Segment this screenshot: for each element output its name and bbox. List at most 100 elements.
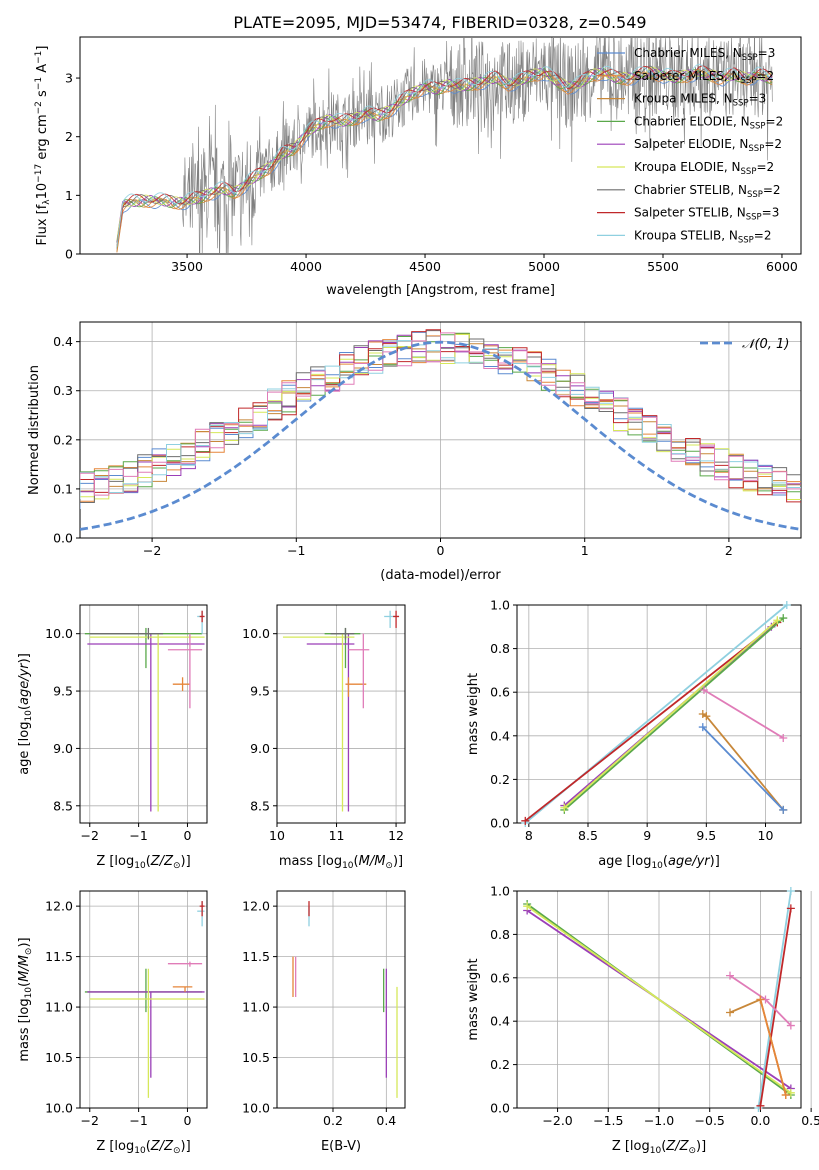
legend-entry: Kroupa MILES, NSSP=3	[634, 92, 766, 109]
x-tick-label: 9	[643, 828, 651, 843]
y-tick-label: 0.2	[53, 432, 73, 447]
histogram-step	[80, 334, 801, 494]
x-tick-label: 0	[183, 1113, 191, 1128]
x-tick-label: 0	[183, 828, 191, 843]
y-tick-label: 10.0	[242, 626, 270, 641]
y-tick-label: 8.5	[250, 798, 270, 813]
y-tick-label: 0	[65, 247, 73, 262]
y-tick-label: 0.3	[53, 383, 73, 398]
mass_vs_Z-plot-area	[84, 901, 205, 1098]
weight-line	[759, 999, 787, 1096]
spectrum-data-line	[116, 37, 773, 254]
weight-point	[786, 1088, 795, 1097]
x-tick-label: −1	[287, 543, 305, 558]
x-tick-label: 12	[388, 828, 404, 843]
x-tick-label: −1	[129, 828, 147, 843]
y-tick-label: 0.4	[490, 1014, 510, 1029]
weight-point	[782, 601, 791, 609]
y-tick-label: 0.1	[53, 481, 73, 496]
histogram-step	[80, 333, 801, 492]
x-axis-label: wavelength [Angstrom, rest frame]	[326, 283, 555, 298]
y-tick-label: 0.6	[490, 970, 510, 985]
model-line	[116, 68, 773, 243]
x-tick-label: 4000	[290, 259, 322, 274]
x-tick-label: −1	[129, 1113, 147, 1128]
x-tick-label: 4500	[409, 259, 441, 274]
y-tick-label: 0.0	[53, 531, 73, 546]
legend-entry: Salpeter MILES, NSSP=2	[634, 69, 774, 86]
axes-frame	[276, 890, 406, 1109]
weight-point	[786, 904, 795, 913]
x-tick-label: 6000	[766, 259, 798, 274]
y-axis-label: mass [log10(M/M⊙)]	[17, 937, 34, 1061]
legend-entry: Kroupa STELIB, NSSP=2	[634, 228, 772, 245]
y-tick-label: 12.0	[45, 899, 73, 914]
y-tick-label: 9.5	[53, 684, 73, 699]
legend-entry: Chabrier MILES, NSSP=3	[634, 46, 775, 63]
x-tick-label: 8.5	[578, 828, 598, 843]
histogram-step	[80, 340, 801, 499]
weight-point	[726, 1008, 734, 1017]
figure-title: PLATE=2095, MJD=53474, FIBERID=0328, z=0…	[233, 13, 646, 32]
weight-point	[773, 616, 782, 625]
legend-entry: Chabrier ELODIE, NSSP=2	[634, 114, 783, 131]
age_vs_Z-plot-area	[84, 610, 205, 812]
x-tick-label: 5000	[528, 259, 560, 274]
y-tick-label: 0.2	[490, 1057, 510, 1072]
y-tick-label: 10.0	[45, 626, 73, 641]
y-tick-label: 1.0	[490, 598, 510, 613]
x-tick-label: 8	[525, 828, 533, 843]
y-tick-label: 2	[65, 129, 73, 144]
x-tick-label: 3500	[171, 259, 203, 274]
age_vs_Z-panel: −2 −1 0 8.5 9.0 9.5 10.0 Z [log10(Z/Z⊙)] age [lo…	[17, 604, 208, 871]
x-axis-label: (data-model)/error	[380, 568, 501, 583]
weight-point	[726, 971, 734, 980]
y-tick-label: 0.0	[490, 816, 510, 831]
y-tick-label: 10.5	[45, 1050, 73, 1065]
y-tick-label: 1	[65, 188, 73, 203]
axes-frame	[79, 36, 802, 255]
x-tick-label: 10	[269, 828, 285, 843]
weight-point	[779, 733, 788, 742]
axes-frame	[79, 890, 208, 1109]
weight-point	[756, 995, 765, 1004]
y-tick-label: 9.0	[53, 741, 73, 756]
mass_vs_ebv-plot-area	[292, 901, 398, 1098]
y-tick-label: 1.0	[490, 884, 510, 899]
weight-line	[524, 621, 778, 822]
x-tick-label: 5500	[647, 259, 679, 274]
y-tick-label: 11.5	[242, 949, 270, 964]
y-tick-label: 0.6	[490, 685, 510, 700]
legend-entry: Salpeter STELIB, NSSP=3	[634, 206, 779, 223]
axes-frame	[79, 604, 208, 824]
y-tick-label: 11.5	[45, 949, 73, 964]
normed-panel: −2 −1 0 1 2 0.0 0.1 0.2 0.3 0.4 𝒩(0, 1) (data-model…	[27, 321, 802, 583]
weight-point	[521, 816, 530, 825]
y-tick-label: 11.0	[242, 1000, 270, 1015]
weight-line	[526, 905, 792, 1094]
x-tick-label: 0.2	[323, 1113, 343, 1128]
weight-line	[563, 617, 784, 811]
axes-frame	[276, 604, 406, 824]
histogram-step	[80, 333, 801, 502]
x-axis-label: age [log10(age/yr)]	[598, 854, 720, 871]
normed-plot-area	[80, 329, 801, 531]
x-tick-label: 9.5	[696, 828, 716, 843]
legend-entry: Salpeter ELODIE, NSSP=2	[634, 137, 782, 154]
y-tick-label: 0.8	[490, 641, 510, 656]
spectrum-legend: Chabrier MILES, NSSP=3 Salpeter MILES, NS…	[597, 46, 783, 245]
y-axis-label: mass weight	[466, 673, 481, 755]
x-tick-label: 0.5	[801, 1113, 819, 1128]
x-tick-label: 2	[725, 543, 733, 558]
weight-point	[786, 1021, 795, 1030]
y-axis-label: Normed distribution	[27, 365, 42, 495]
y-tick-label: 0.0	[490, 1101, 510, 1116]
weight-line	[563, 619, 778, 809]
y-tick-label: 12.0	[242, 899, 270, 914]
x-axis-label: E(B-V)	[321, 1139, 361, 1154]
age_vs_mass-panel: 10 11 12 8.5 9.0 9.5 10.0 mass [log10(M/M⊙)]	[242, 604, 406, 871]
histogram-step	[80, 332, 801, 494]
x-tick-label: −2.0	[542, 1113, 572, 1128]
legend-entry: Chabrier STELIB, NSSP=2	[634, 183, 781, 200]
y-tick-label: 0.4	[490, 728, 510, 743]
